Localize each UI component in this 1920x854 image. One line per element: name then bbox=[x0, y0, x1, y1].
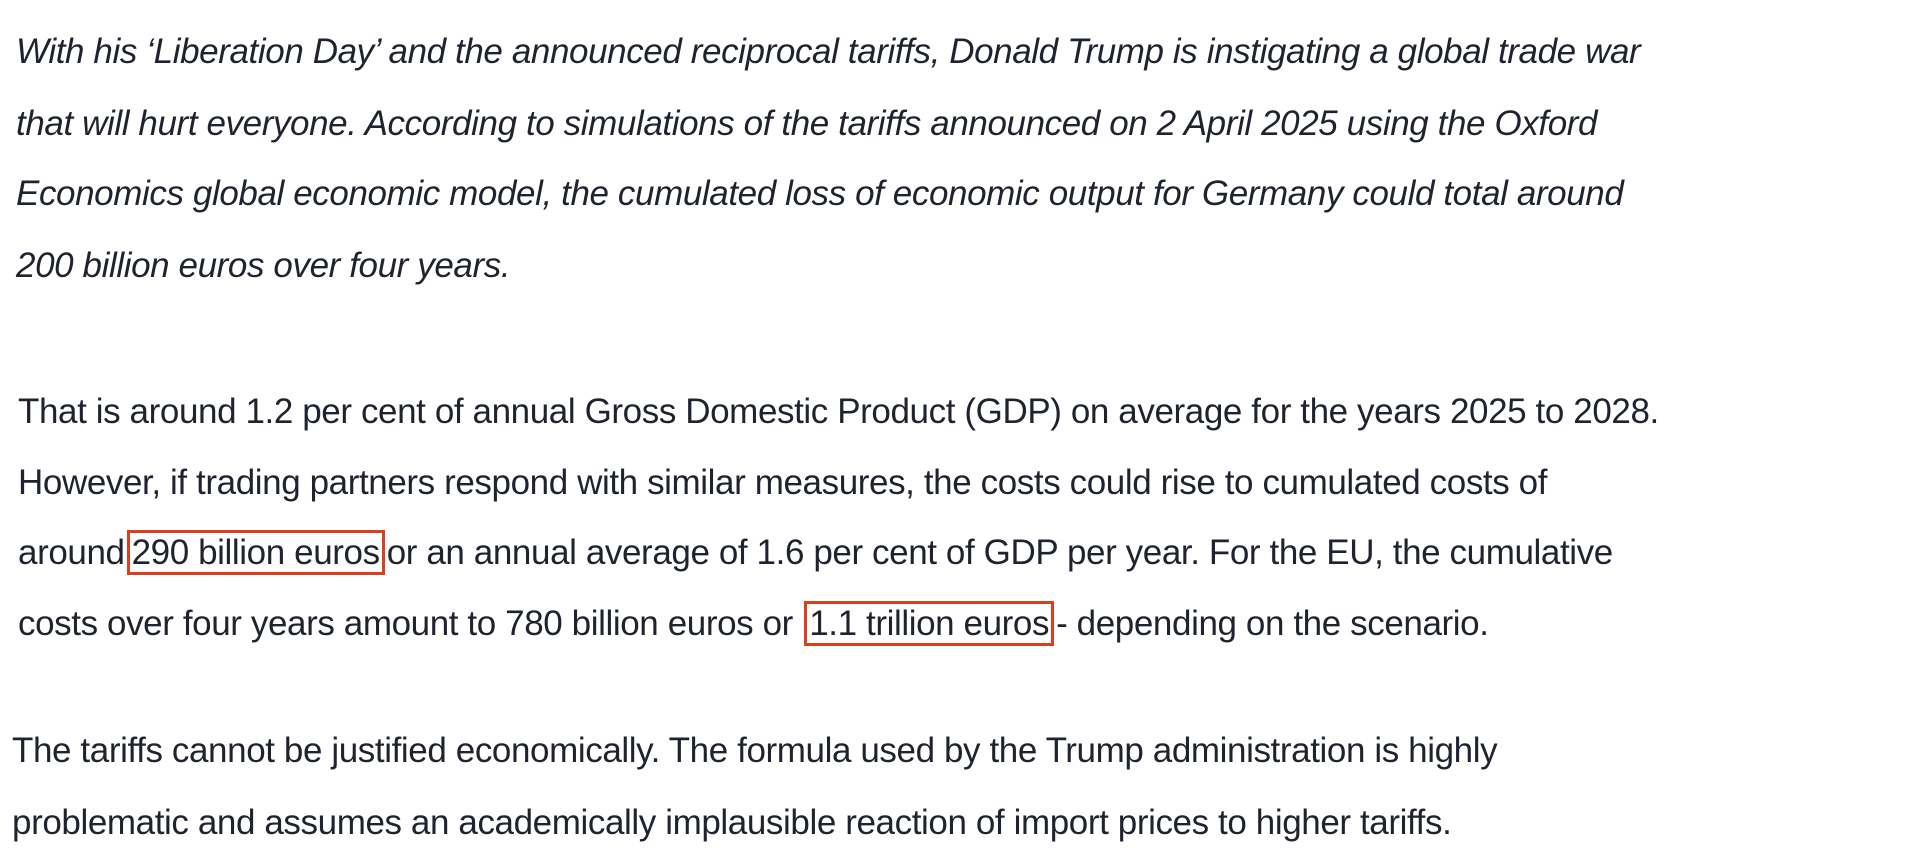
text-segment: costs over four years amount to 780 bill… bbox=[18, 604, 793, 643]
paragraph-line: around 290 billion euros or an annual aver… bbox=[18, 530, 1614, 575]
highlight-box-290-billion: 290 billion euros bbox=[126, 530, 385, 575]
intro-line: With his ‘Liberation Day’ and the announ… bbox=[16, 32, 1641, 71]
intro-line: that will hurt everyone. According to si… bbox=[16, 104, 1598, 143]
highlight-box-1-1-trillion: 1.1 trillion euros bbox=[804, 601, 1055, 646]
text-segment: or an annual average of 1.6 per cent of … bbox=[386, 533, 1614, 572]
paragraph-line: That is around 1.2 per cent of annual Gr… bbox=[18, 392, 1659, 431]
text-segment: - depending on the scenario. bbox=[1056, 604, 1489, 643]
text-segment: around bbox=[18, 533, 125, 572]
paragraph-line: However, if trading partners respond wit… bbox=[18, 463, 1548, 502]
paragraph-line: The tariffs cannot be justified economic… bbox=[12, 731, 1498, 770]
paragraph-line: costs over four years amount to 780 bill… bbox=[18, 601, 1489, 646]
paragraph-line: problematic and assumes an academically … bbox=[12, 803, 1452, 842]
intro-line: 200 billion euros over four years. bbox=[16, 246, 511, 285]
intro-line: Economics global economic model, the cum… bbox=[16, 174, 1624, 213]
